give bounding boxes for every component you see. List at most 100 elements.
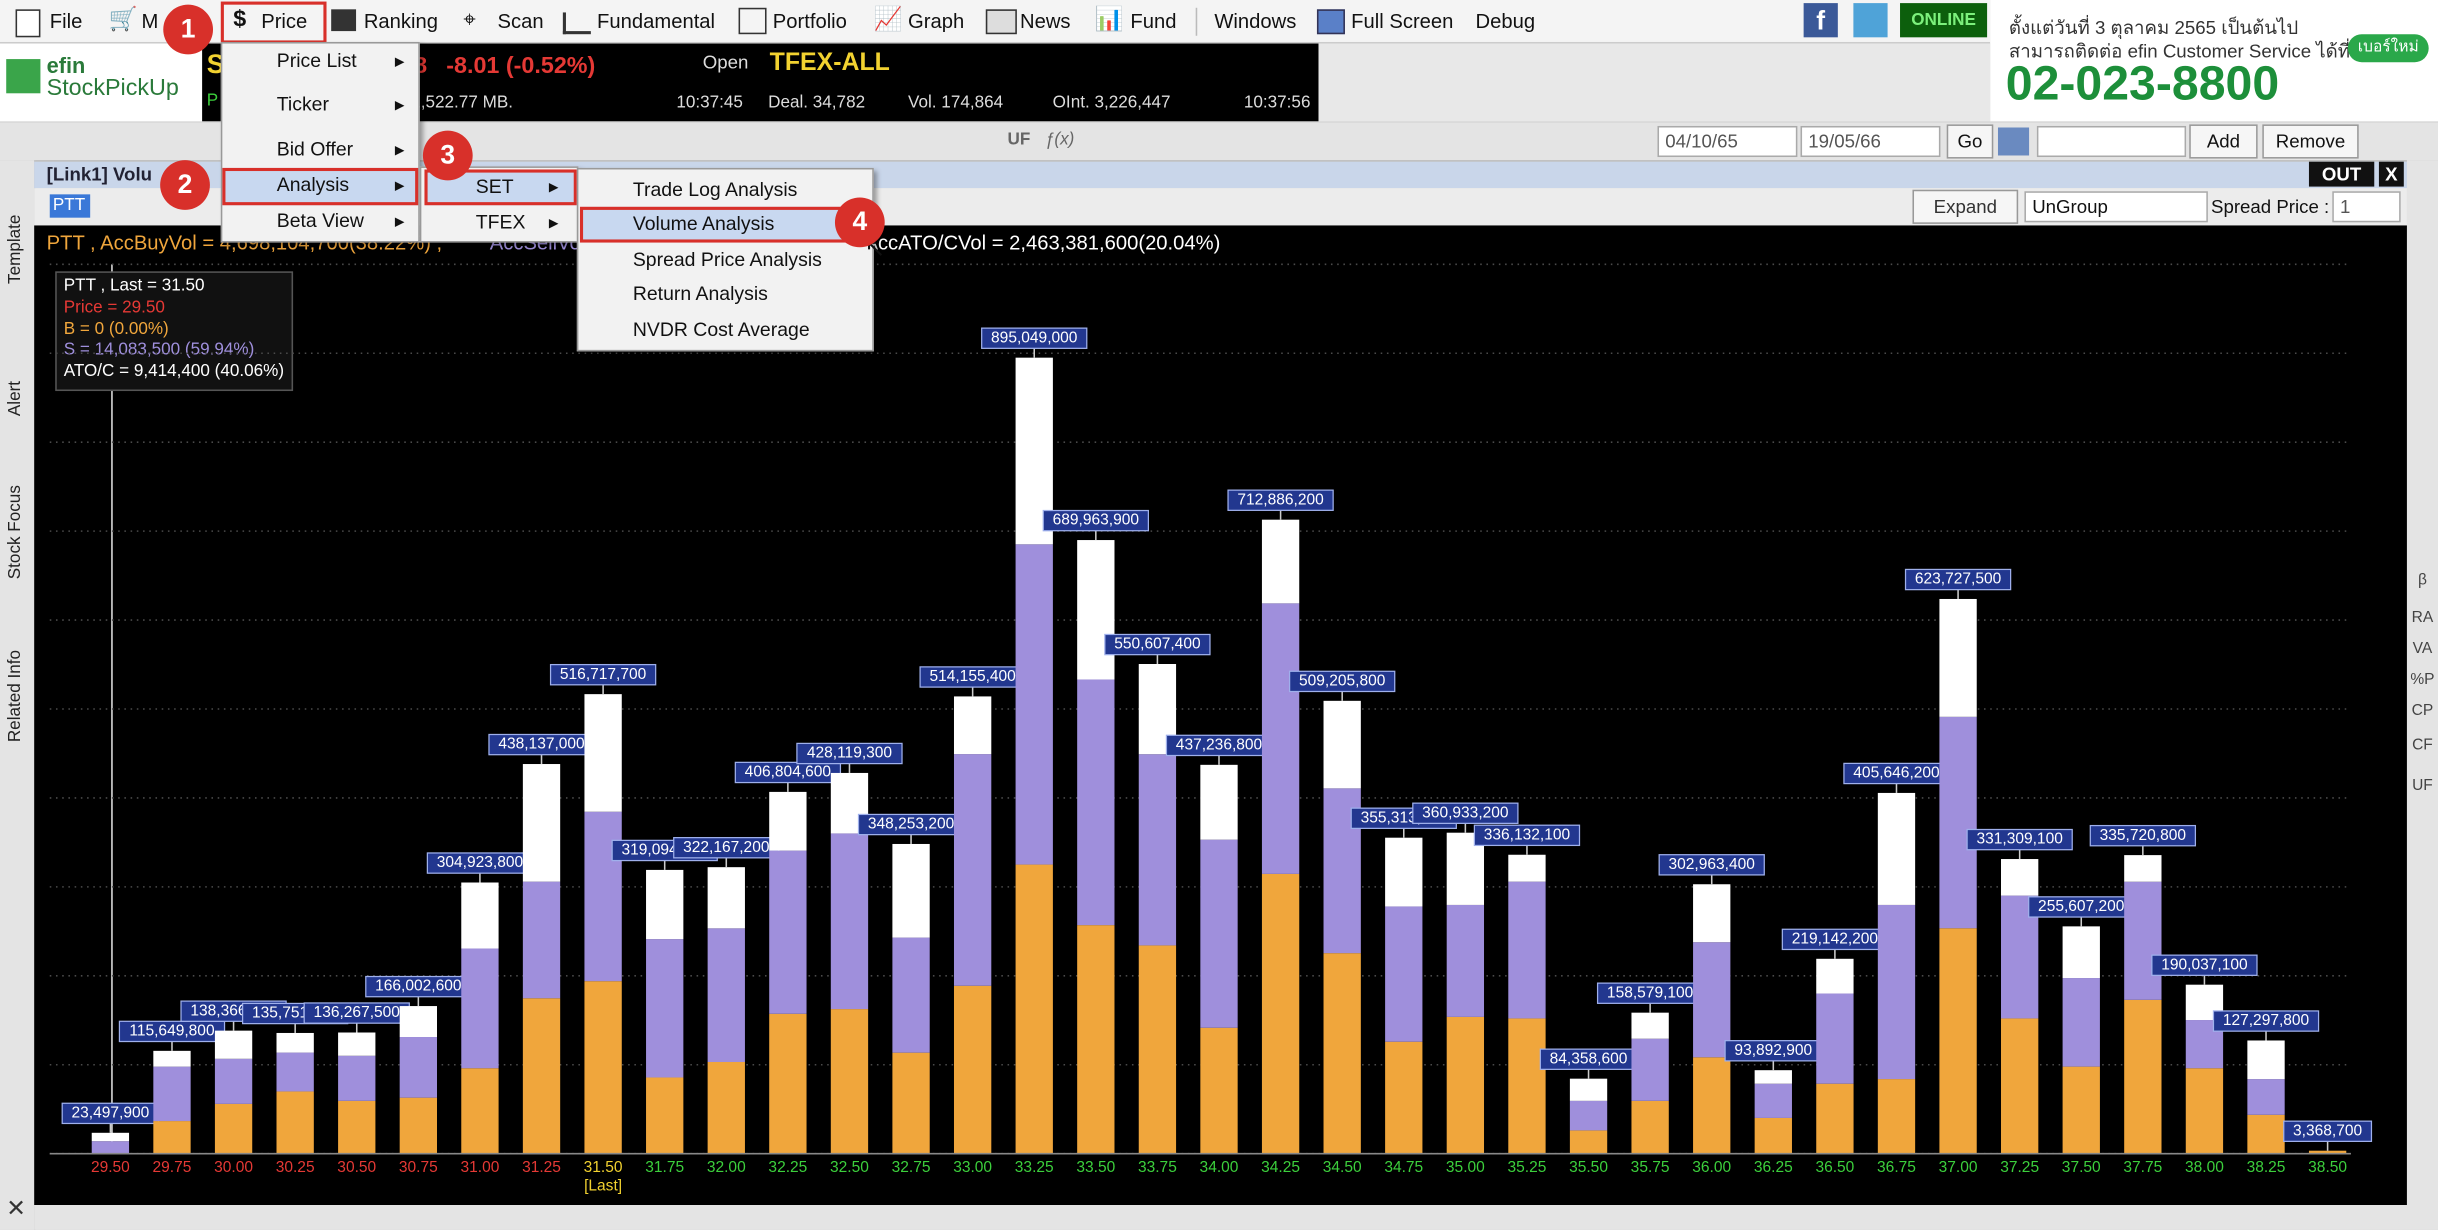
x-tick-label: 29.75 bbox=[153, 1159, 192, 1176]
value-label: 406,804,600 bbox=[745, 764, 832, 781]
menu-item[interactable]: Beta View bbox=[276, 209, 364, 232]
portfolio-icon bbox=[738, 7, 767, 35]
bar-segment bbox=[1508, 881, 1546, 1019]
bar-segment bbox=[1693, 1057, 1731, 1154]
menu-item[interactable]: Full Screen bbox=[1351, 9, 1454, 33]
menu-item[interactable]: Ticker bbox=[276, 93, 329, 116]
bar-segment bbox=[769, 791, 807, 851]
expand-button[interactable]: Expand bbox=[1912, 189, 2019, 224]
x-tick-label: 33.50 bbox=[1076, 1159, 1115, 1176]
facebook-icon[interactable]: f bbox=[1803, 3, 1838, 38]
x-tick-label: 36.75 bbox=[1877, 1159, 1916, 1176]
banner-text: สามารถติดต่อ efin Customer Service ได้ที… bbox=[2008, 40, 2351, 63]
bar-segment bbox=[646, 1077, 684, 1154]
menu-item[interactable]: Trade Log Analysis bbox=[632, 178, 798, 201]
x-tick-label: 34.00 bbox=[1200, 1159, 1239, 1176]
tool-fx[interactable]: ƒ(x) bbox=[1044, 130, 1075, 150]
scan-icon: ⌖ bbox=[463, 6, 476, 32]
x-tick-label: 37.50 bbox=[2062, 1159, 2101, 1176]
menu-item[interactable]: Spread Price Analysis bbox=[632, 248, 822, 271]
bar-segment bbox=[1754, 1117, 1792, 1154]
bar-segment bbox=[1138, 945, 1177, 1154]
menu-item[interactable]: TFEX bbox=[475, 211, 526, 234]
menu-item[interactable]: Price bbox=[261, 9, 308, 33]
menu-item[interactable]: Windows bbox=[1214, 9, 1297, 33]
dropdown[interactable] bbox=[2036, 125, 2187, 158]
bar-segment bbox=[2124, 999, 2162, 1154]
menu-item[interactable]: Bid Offer bbox=[276, 138, 354, 161]
go-button[interactable]: Go bbox=[1946, 124, 1994, 159]
menu-item[interactable]: Return Analysis bbox=[632, 282, 768, 305]
value-label: 550,607,400 bbox=[1114, 636, 1201, 653]
ranking-icon bbox=[331, 9, 357, 32]
tool-label[interactable]: VA bbox=[2412, 640, 2433, 658]
twitter-icon[interactable] bbox=[1853, 3, 1888, 38]
bar-segment bbox=[584, 981, 622, 1154]
menu-item[interactable]: File bbox=[49, 9, 83, 33]
tool-label[interactable]: CF bbox=[2412, 736, 2433, 755]
group-select[interactable]: UnGroup bbox=[2024, 191, 2208, 223]
menu-item[interactable]: Volume Analysis bbox=[632, 213, 775, 235]
x-tick-label: 30.00 bbox=[214, 1159, 253, 1176]
menu-item[interactable]: Scan bbox=[497, 9, 544, 33]
tfex-name: TFEX-ALL bbox=[769, 49, 890, 77]
submenu-arrow: ▶ bbox=[548, 216, 559, 231]
menu-item[interactable]: Price List bbox=[276, 49, 357, 72]
value-label: 623,727,500 bbox=[1915, 571, 2002, 588]
menu-item[interactable]: Portfolio bbox=[772, 9, 847, 33]
tool-label[interactable]: CP bbox=[2411, 702, 2434, 720]
menu-item[interactable]: Fund bbox=[1130, 9, 1177, 33]
menu-item[interactable]: Fundamental bbox=[597, 9, 716, 33]
bar-segment bbox=[1816, 958, 1854, 994]
x-tick-label: 31.00 bbox=[460, 1159, 499, 1176]
bar-segment bbox=[1015, 544, 1053, 865]
bar-segment bbox=[830, 833, 869, 1010]
x-tick-label: 38.50 bbox=[2308, 1159, 2347, 1176]
bar-segment bbox=[2062, 978, 2100, 1067]
add-button[interactable]: Add bbox=[2189, 124, 2258, 159]
value-label: 331,309,100 bbox=[1976, 831, 2063, 848]
spread-input[interactable]: 1 bbox=[2332, 191, 2401, 223]
logo-product: StockPickUp bbox=[46, 74, 179, 102]
bar-segment bbox=[338, 1055, 376, 1101]
value-label: 895,049,000 bbox=[991, 329, 1078, 346]
bar-segment bbox=[1631, 1012, 1669, 1039]
value-label-box bbox=[1042, 509, 1149, 532]
logo-brand: efin bbox=[46, 52, 86, 78]
tool-label[interactable]: UF bbox=[2412, 777, 2433, 795]
bar-segment bbox=[2124, 881, 2162, 1000]
menu-item[interactable]: NVDR Cost Average bbox=[632, 318, 810, 341]
tool-label[interactable]: %P bbox=[2410, 671, 2435, 689]
tool-uf[interactable]: UF bbox=[1007, 130, 1031, 150]
color-button[interactable] bbox=[1997, 127, 2030, 156]
x-tick-label: 35.00 bbox=[1446, 1159, 1485, 1176]
bar-segment bbox=[1569, 1100, 1608, 1131]
menu-item[interactable]: M bbox=[141, 9, 159, 33]
menu-item[interactable]: Analysis bbox=[276, 174, 350, 196]
tool-label[interactable]: RA bbox=[2411, 609, 2434, 627]
value-label: 438,137,000 bbox=[498, 736, 585, 753]
date-to[interactable]: 19/05/66 bbox=[1800, 125, 1941, 158]
menu-item[interactable]: SET bbox=[475, 175, 514, 198]
menu-item[interactable]: Graph bbox=[908, 9, 965, 33]
tooltip-line: S = 14,083,500 (59.94%) bbox=[64, 339, 255, 358]
menu-item[interactable]: News bbox=[1019, 9, 1071, 33]
symbol-input[interactable]: PTT bbox=[49, 194, 91, 218]
right-toolbar bbox=[2406, 160, 2438, 1230]
remove-button[interactable]: Remove bbox=[2262, 124, 2359, 159]
out-button[interactable]: OUT bbox=[2308, 161, 2375, 187]
close-button[interactable]: X bbox=[2378, 161, 2404, 187]
x-tick-label: 33.25 bbox=[1015, 1159, 1054, 1176]
bar-segment bbox=[2124, 855, 2162, 882]
menu-item[interactable]: Debug bbox=[1475, 9, 1536, 33]
date-from[interactable]: 04/10/65 bbox=[1657, 125, 1798, 158]
bar-segment bbox=[892, 937, 930, 1053]
tooltip-line: B = 0 (0.00%) bbox=[64, 319, 169, 338]
value-label-box bbox=[1289, 670, 1396, 693]
bar-segment bbox=[584, 694, 622, 812]
menu-item[interactable]: Ranking bbox=[363, 9, 439, 33]
close-icon[interactable]: ✕ bbox=[6, 1195, 26, 1223]
value-label-box bbox=[796, 742, 903, 765]
x-tick-label: 33.00 bbox=[953, 1159, 992, 1176]
tool-label[interactable]: β bbox=[2417, 572, 2427, 590]
